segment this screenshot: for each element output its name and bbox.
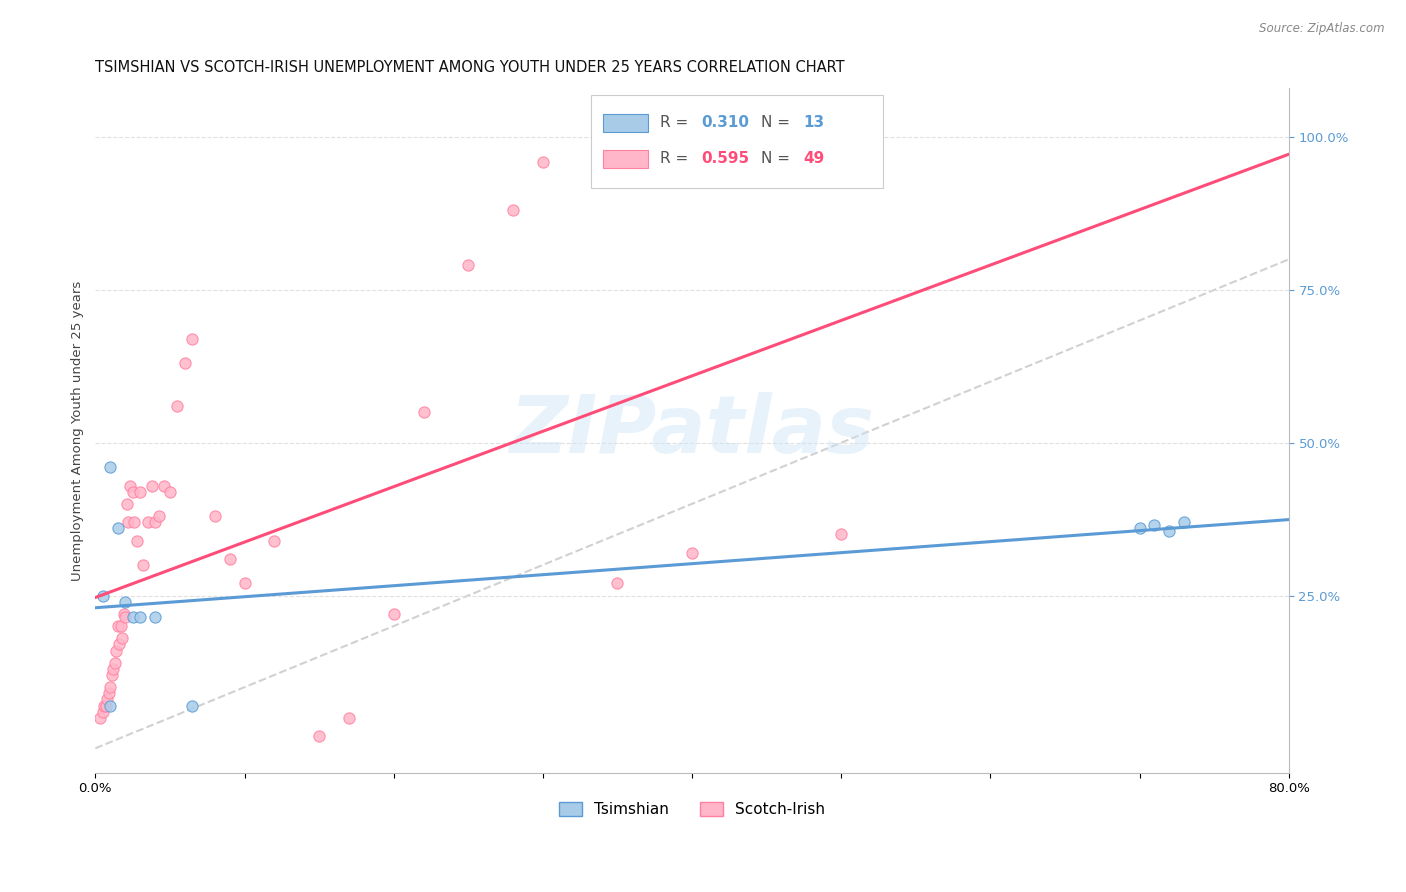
Point — [98, 460, 121, 475]
Y-axis label: Unemployment Among Youth under 25 years: Unemployment Among Youth under 25 years — [72, 280, 84, 581]
Point — [115, 497, 138, 511]
Point — [153, 478, 176, 492]
Text: 0.310: 0.310 — [702, 115, 749, 130]
Text: R =: R = — [659, 115, 693, 130]
Bar — [591, 95, 883, 187]
Point — [143, 515, 166, 529]
Point — [112, 607, 135, 621]
Point — [105, 643, 128, 657]
Point — [89, 711, 111, 725]
Point — [93, 698, 115, 713]
Point — [132, 558, 155, 572]
Point — [1159, 524, 1181, 539]
Point — [114, 610, 136, 624]
Point — [148, 509, 170, 524]
Point — [127, 533, 149, 548]
Point — [412, 405, 434, 419]
Text: Source: ZipAtlas.com: Source: ZipAtlas.com — [1260, 22, 1385, 36]
Point — [117, 515, 139, 529]
Point — [531, 154, 554, 169]
Point — [103, 662, 125, 676]
Point — [233, 576, 256, 591]
Point — [166, 399, 188, 413]
Point — [111, 632, 134, 646]
Point — [1128, 521, 1150, 535]
Bar — [603, 150, 648, 168]
Point — [218, 552, 240, 566]
Point — [1143, 518, 1166, 533]
Text: 13: 13 — [803, 115, 824, 130]
Point — [681, 546, 703, 560]
Point — [94, 698, 117, 713]
Point — [143, 610, 166, 624]
Point — [121, 484, 143, 499]
Point — [1173, 515, 1195, 529]
Text: N =: N = — [761, 115, 796, 130]
Point — [204, 509, 226, 524]
Point — [96, 692, 118, 706]
Point — [181, 332, 204, 346]
Point — [830, 527, 852, 541]
Point — [91, 705, 114, 719]
Legend: Tsimshian, Scotch-Irish: Tsimshian, Scotch-Irish — [553, 796, 831, 823]
Point — [110, 619, 132, 633]
Point — [114, 594, 136, 608]
Point — [129, 610, 152, 624]
Point — [181, 698, 204, 713]
Point — [606, 576, 628, 591]
Text: ZIPatlas: ZIPatlas — [509, 392, 875, 469]
Point — [337, 711, 360, 725]
Point — [173, 356, 195, 370]
Text: 49: 49 — [803, 151, 824, 166]
Point — [136, 515, 159, 529]
Point — [129, 484, 152, 499]
Text: R =: R = — [659, 151, 693, 166]
Point — [98, 698, 121, 713]
Point — [97, 686, 120, 700]
Point — [91, 589, 114, 603]
Text: TSIMSHIAN VS SCOTCH-IRISH UNEMPLOYMENT AMONG YOUTH UNDER 25 YEARS CORRELATION CH: TSIMSHIAN VS SCOTCH-IRISH UNEMPLOYMENT A… — [96, 60, 845, 75]
Text: N =: N = — [761, 151, 796, 166]
Point — [382, 607, 405, 621]
Point — [107, 521, 129, 535]
Bar — [603, 114, 648, 132]
Point — [502, 203, 524, 218]
Point — [118, 478, 141, 492]
Point — [457, 259, 479, 273]
Point — [121, 610, 143, 624]
Point — [122, 515, 145, 529]
Point — [141, 478, 163, 492]
Point — [107, 619, 129, 633]
Text: 0.595: 0.595 — [702, 151, 749, 166]
Point — [108, 637, 131, 651]
Point — [159, 484, 181, 499]
Point — [308, 729, 330, 743]
Point — [860, 154, 883, 169]
Point — [263, 533, 285, 548]
Point — [100, 668, 122, 682]
Point — [98, 680, 121, 694]
Point — [104, 656, 127, 670]
